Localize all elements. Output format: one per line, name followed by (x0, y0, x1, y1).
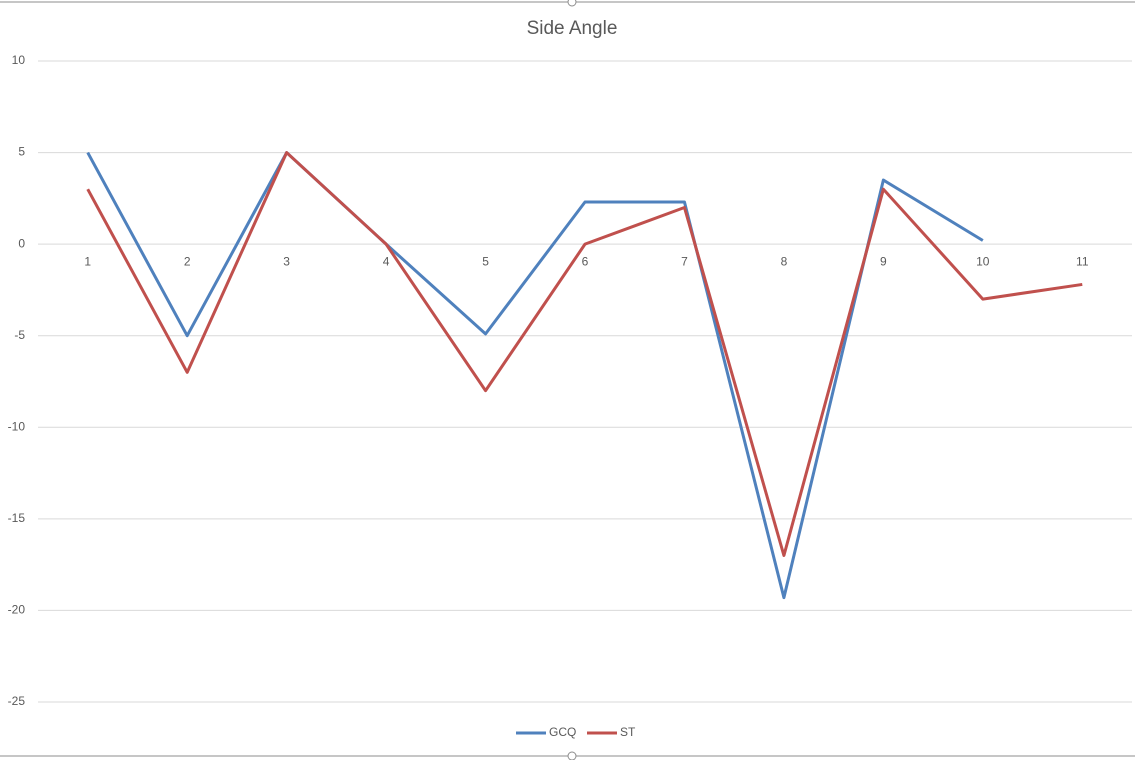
x-tick-label: 7 (681, 254, 688, 268)
resize-handle[interactable] (567, 751, 577, 760)
chart-title: Side Angle (527, 18, 618, 39)
x-tick-label: 1 (84, 254, 91, 268)
x-tick-label: 2 (184, 254, 191, 268)
x-tick-label: 5 (482, 254, 489, 268)
y-tick-label: -10 (8, 419, 26, 433)
x-tick-label: 6 (582, 254, 589, 268)
series-line (86, 151, 984, 600)
legend-label: GCQ (549, 725, 576, 739)
resize-handle[interactable] (567, 0, 577, 7)
x-tick-label: 4 (383, 254, 390, 268)
y-tick-label: -5 (14, 328, 25, 342)
series-line (86, 151, 1083, 557)
y-tick-label: -25 (8, 694, 26, 708)
y-tick-label: 5 (18, 145, 25, 159)
x-tick-label: 11 (1076, 254, 1089, 268)
y-tick-label: 10 (12, 53, 26, 67)
x-tick-label: 8 (781, 254, 788, 268)
x-tick-label: 9 (880, 254, 887, 268)
legend-label: ST (620, 725, 636, 739)
x-tick-label: 3 (283, 254, 290, 268)
y-tick-label: -20 (8, 603, 26, 617)
y-tick-label: -15 (8, 511, 26, 525)
x-tick-label: 10 (976, 254, 990, 268)
y-tick-label: 0 (18, 236, 25, 250)
